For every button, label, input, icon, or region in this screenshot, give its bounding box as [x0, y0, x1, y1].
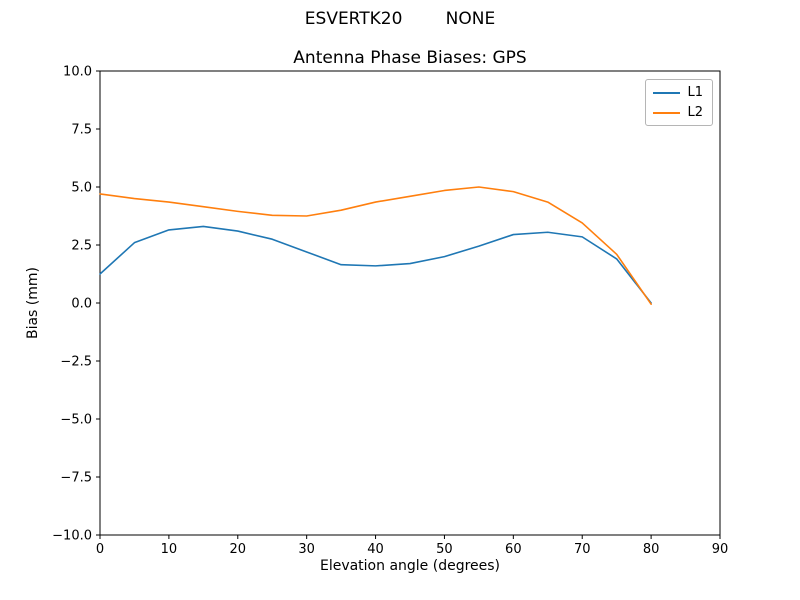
- legend-line-sample-l1: [653, 91, 681, 94]
- legend-line-sample-l2: [653, 111, 681, 114]
- y-axis-label: Bias (mm): [25, 266, 41, 340]
- y-tick-label: 5.0: [71, 181, 92, 196]
- x-tick-label: 70: [574, 542, 591, 557]
- chart-title: Antenna Phase Biases: GPS: [293, 48, 527, 68]
- x-tick-label: 10: [161, 542, 178, 557]
- x-tick-label: 30: [298, 542, 315, 557]
- y-tick-label: 2.5: [71, 239, 92, 254]
- y-tick-label: 7.5: [71, 123, 92, 138]
- legend-item-l1: L1: [653, 85, 703, 100]
- y-tick-label: −10.0: [52, 529, 92, 544]
- legend-label-l2: L2: [687, 105, 703, 120]
- x-tick-label: 90: [712, 542, 729, 557]
- x-axis-label: Elevation angle (degrees): [319, 558, 501, 574]
- x-tick-label: 80: [643, 542, 660, 557]
- x-tick-label: 60: [505, 542, 522, 557]
- x-tick-label: 20: [230, 542, 247, 557]
- legend: L1 L2: [645, 79, 713, 126]
- x-tick-label: 50: [436, 542, 453, 557]
- series-line-l2: [99, 186, 652, 305]
- y-tick-label: 0.0: [71, 297, 92, 312]
- axes-frame: [99, 70, 721, 536]
- series-line-l1: [99, 225, 652, 304]
- legend-label-l1: L1: [687, 85, 703, 100]
- x-tick-label: 40: [367, 542, 384, 557]
- y-tick-label: −5.0: [60, 413, 92, 428]
- figure-suptitle: ESVERTK20 NONE: [304, 9, 496, 29]
- x-tick-label: 0: [96, 542, 104, 557]
- legend-item-l2: L2: [653, 105, 703, 120]
- y-tick-label: −2.5: [60, 355, 92, 370]
- y-tick-label: −7.5: [60, 471, 92, 486]
- y-tick-label: 10.0: [63, 65, 92, 80]
